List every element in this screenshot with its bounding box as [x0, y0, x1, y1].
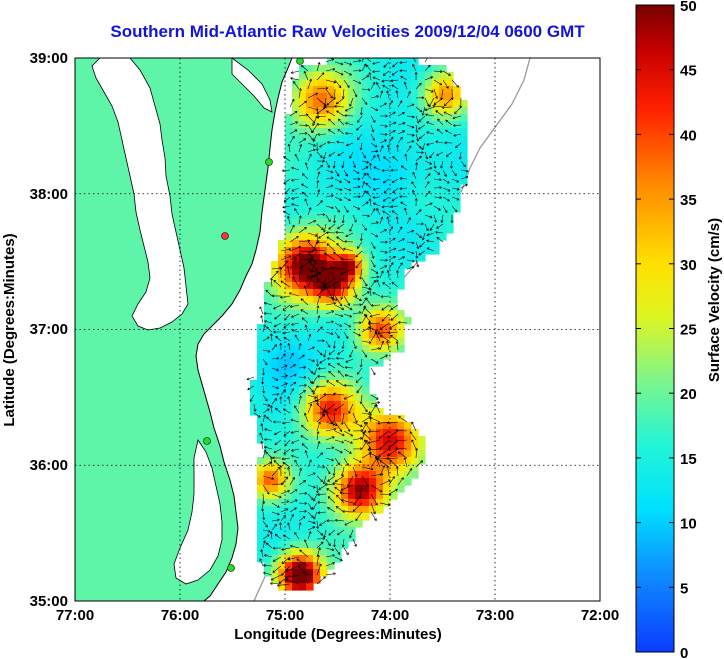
velocity-field	[250, 58, 468, 591]
y-axis-label: Latitude (Degrees:Minutes)	[1, 233, 18, 426]
colorbar-tick-label: 10	[680, 516, 697, 533]
colorbar-ticks	[636, 4, 674, 653]
colorbar-tick-label: 15	[680, 451, 697, 468]
colorbar: 50 45 40 35 30 25 20 15 10 5 0 Surface V…	[635, 0, 723, 659]
colorbar-tick-label: 50	[680, 0, 697, 15]
colorbar-gradient	[635, 4, 675, 653]
y-axis: 39:00 38:00 37:00 36:00 35:00 Latitude (…	[1, 50, 68, 610]
chesapeake-bay	[91, 58, 189, 331]
radar-station-marker	[227, 564, 235, 572]
x-tick-label: 75:00	[266, 607, 304, 624]
colorbar-tick-label: 20	[680, 386, 697, 403]
x-tick-label: 76:00	[161, 607, 199, 624]
colorbar-tick-label: 45	[680, 63, 697, 80]
y-tick-label: 35:00	[30, 593, 68, 610]
colorbar-tick-label: 5	[680, 580, 688, 597]
colorbar-tick-label: 30	[680, 257, 697, 274]
x-tick-label: 77:00	[56, 607, 94, 624]
y-tick-label: 37:00	[30, 321, 68, 338]
x-tick-label: 73:00	[476, 607, 514, 624]
x-axis-label: Longitude (Degrees:Minutes)	[234, 626, 442, 643]
colorbar-tick-label: 25	[680, 322, 697, 339]
radar-station-marker	[265, 158, 273, 166]
delaware-bay	[231, 58, 273, 113]
y-tick-label: 38:00	[30, 186, 68, 203]
plot-frame	[74, 57, 601, 602]
colorbar-label: Surface Velocity (cm/s)	[706, 218, 723, 382]
radar-station-marker	[296, 58, 304, 65]
grid-lines	[75, 58, 600, 601]
x-tick-label: 72:00	[581, 607, 619, 624]
velocity-vectors	[246, 58, 469, 587]
y-tick-label: 36:00	[30, 457, 68, 474]
colorbar-tick-label: 0	[680, 645, 688, 659]
coastline	[195, 58, 293, 601]
map-title: Southern Mid-Atlantic Raw Velocities 200…	[110, 22, 585, 41]
colorbar-tick-label: 35	[680, 192, 697, 209]
x-tick-label: 74:00	[371, 607, 409, 624]
pamlico-sound	[173, 438, 223, 585]
x-axis: 77:00 76:00 75:00 74:00 73:00 72:00 Long…	[56, 607, 619, 643]
radar-station-marker	[221, 232, 229, 240]
y-tick-label: 39:00	[30, 50, 68, 67]
radar-station-marker	[203, 437, 211, 445]
colorbar-tick-label: 40	[680, 127, 697, 144]
